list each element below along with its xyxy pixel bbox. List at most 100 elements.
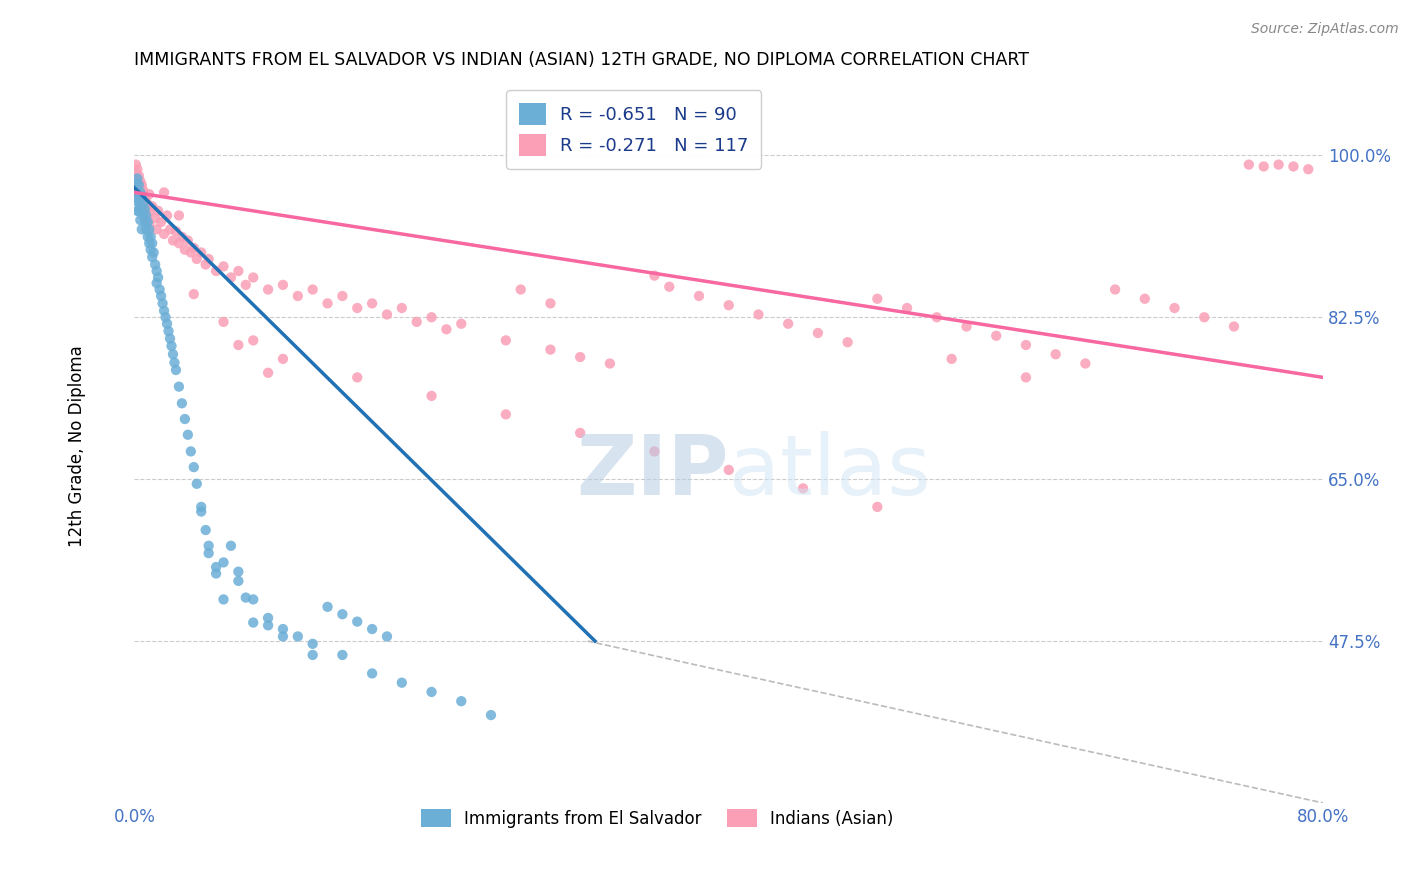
- Point: [135, 222, 157, 236]
- Point: [141, 236, 163, 251]
- Point: [375, 308, 398, 322]
- Point: [332, 289, 354, 303]
- Point: [197, 546, 219, 560]
- Point: [180, 245, 202, 260]
- Point: [212, 556, 235, 570]
- Point: [332, 648, 354, 662]
- Point: [136, 213, 159, 227]
- Point: [129, 174, 152, 188]
- Point: [127, 171, 149, 186]
- Point: [177, 427, 200, 442]
- Point: [346, 301, 368, 315]
- Point: [152, 296, 174, 310]
- Point: [132, 199, 155, 213]
- Point: [896, 301, 918, 315]
- Point: [150, 215, 173, 229]
- Point: [717, 298, 740, 312]
- Point: [190, 500, 212, 514]
- Point: [149, 283, 172, 297]
- Point: [955, 319, 977, 334]
- Point: [792, 482, 814, 496]
- Point: [143, 258, 166, 272]
- Point: [941, 351, 963, 366]
- Point: [180, 444, 202, 458]
- Point: [361, 296, 384, 310]
- Point: [125, 190, 148, 204]
- Point: [131, 178, 153, 192]
- Point: [391, 675, 413, 690]
- Point: [301, 648, 323, 662]
- Point: [242, 270, 264, 285]
- Point: [219, 539, 242, 553]
- Point: [131, 194, 153, 209]
- Point: [197, 539, 219, 553]
- Point: [131, 190, 153, 204]
- Point: [495, 408, 517, 422]
- Point: [257, 283, 280, 297]
- Point: [150, 289, 173, 303]
- Point: [242, 592, 264, 607]
- Point: [127, 171, 149, 186]
- Point: [332, 607, 354, 622]
- Point: [128, 169, 150, 183]
- Point: [479, 708, 502, 723]
- Point: [643, 268, 665, 283]
- Point: [658, 279, 681, 293]
- Point: [205, 560, 228, 574]
- Point: [405, 315, 427, 329]
- Point: [538, 296, 561, 310]
- Point: [287, 289, 309, 303]
- Point: [271, 629, 294, 643]
- Point: [125, 176, 148, 190]
- Point: [136, 215, 159, 229]
- Point: [125, 186, 148, 200]
- Point: [1282, 160, 1305, 174]
- Point: [194, 523, 217, 537]
- Point: [129, 213, 152, 227]
- Point: [837, 335, 859, 350]
- Point: [177, 234, 200, 248]
- Point: [212, 260, 235, 274]
- Point: [287, 629, 309, 643]
- Point: [778, 317, 800, 331]
- Point: [128, 178, 150, 192]
- Text: IMMIGRANTS FROM EL SALVADOR VS INDIAN (ASIAN) 12TH GRADE, NO DIPLOMA CORRELATION: IMMIGRANTS FROM EL SALVADOR VS INDIAN (A…: [135, 51, 1029, 69]
- Point: [1237, 158, 1260, 172]
- Point: [1015, 338, 1038, 352]
- Point: [538, 343, 561, 357]
- Point: [599, 357, 621, 371]
- Point: [1133, 292, 1156, 306]
- Point: [136, 229, 159, 244]
- Point: [170, 229, 193, 244]
- Point: [129, 186, 152, 200]
- Point: [346, 370, 368, 384]
- Point: [142, 245, 165, 260]
- Point: [143, 211, 166, 226]
- Point: [1267, 158, 1289, 172]
- Point: [136, 199, 159, 213]
- Point: [138, 236, 160, 251]
- Point: [145, 264, 167, 278]
- Point: [160, 339, 183, 353]
- Point: [134, 203, 156, 218]
- Point: [235, 591, 257, 605]
- Point: [643, 444, 665, 458]
- Point: [141, 250, 163, 264]
- Point: [316, 296, 339, 310]
- Point: [186, 476, 208, 491]
- Point: [138, 205, 160, 219]
- Point: [509, 283, 531, 297]
- Point: [125, 167, 148, 181]
- Text: 12th Grade, No Diploma: 12th Grade, No Diploma: [69, 345, 86, 547]
- Point: [1296, 162, 1319, 177]
- Legend: Immigrants from El Salvador, Indians (Asian): Immigrants from El Salvador, Indians (As…: [415, 803, 900, 834]
- Point: [128, 203, 150, 218]
- Point: [1223, 319, 1246, 334]
- Point: [190, 245, 212, 260]
- Point: [717, 463, 740, 477]
- Point: [375, 629, 398, 643]
- Point: [159, 332, 181, 346]
- Point: [155, 310, 177, 325]
- Point: [1104, 283, 1126, 297]
- Point: [128, 178, 150, 192]
